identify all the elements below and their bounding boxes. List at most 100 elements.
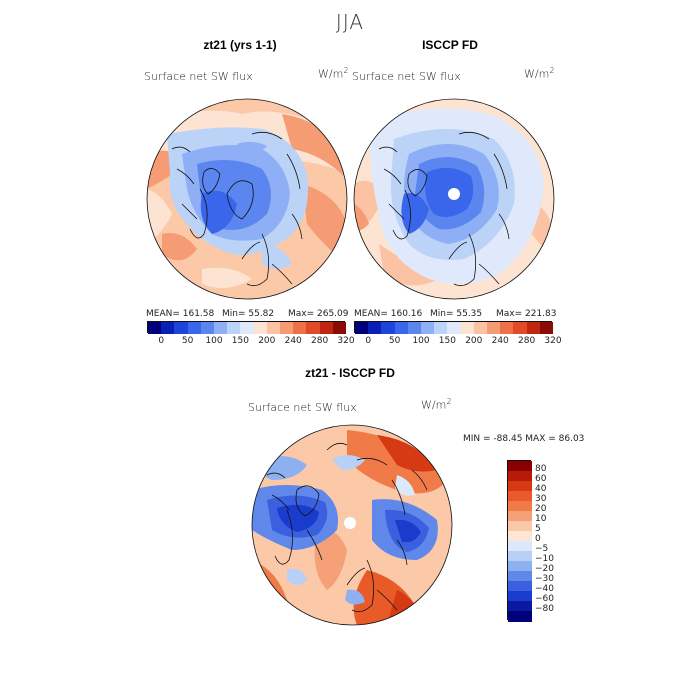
panel-2-map: [353, 98, 555, 300]
colorbar-swatch: [214, 322, 228, 334]
panel-1-map: [146, 98, 348, 300]
colorbar-swatch: [266, 322, 281, 334]
colorbar-swatch: [355, 322, 369, 334]
panel-2-variable: Surface net SW flux: [352, 70, 461, 83]
colorbar-tick-label: 320: [544, 336, 562, 346]
colorbar-swatch: [487, 322, 501, 334]
colorbar-tick-label: 10: [535, 514, 547, 524]
colorbar-swatch: [508, 471, 532, 482]
colorbar-swatch: [280, 322, 294, 334]
panel-1-mean: MEAN= 161.58: [146, 309, 215, 319]
colorbar-tick-label: 100: [412, 336, 430, 346]
colorbar-swatch: [174, 322, 189, 334]
panel-2-unit: W/m2: [524, 66, 555, 81]
colorbar-swatch: [508, 591, 532, 602]
colorbar-tick-label: 5: [535, 524, 541, 534]
panel-3-minmax: MIN = -88.45 MAX = 86.03: [463, 434, 585, 444]
panel-3-map: [251, 424, 453, 626]
colorbar-swatch: [539, 322, 554, 334]
colorbar-swatch: [526, 322, 541, 334]
colorbar-tick-label: 150: [231, 336, 249, 346]
colorbar-swatch: [508, 571, 532, 582]
colorbar-swatch: [508, 611, 532, 622]
colorbar-swatch: [513, 322, 528, 334]
colorbar-swatch: [508, 531, 532, 542]
colorbar-swatch: [240, 322, 255, 334]
colorbar-tick-label: 60: [535, 474, 547, 484]
colorbar-swatch: [508, 491, 532, 502]
colorbar-tick-label: 0: [158, 336, 165, 346]
figure-title: JJA: [335, 10, 365, 34]
colorbar-swatch: [473, 322, 488, 334]
panel-3-colorbar: [507, 460, 532, 622]
colorbar-tick-label: 200: [465, 336, 483, 346]
colorbar-tick-label: 50: [388, 336, 401, 346]
colorbar-swatch: [421, 322, 435, 334]
panel-1-unit: W/m2: [318, 66, 349, 81]
colorbar-swatch: [253, 322, 268, 334]
colorbar-swatch: [200, 322, 215, 334]
colorbar-swatch: [332, 322, 347, 334]
colorbar-tick-label: −80: [535, 604, 554, 614]
colorbar-swatch: [381, 322, 396, 334]
colorbar-swatch: [161, 322, 175, 334]
panel-2-mean: MEAN= 160.16: [354, 309, 423, 319]
colorbar-tick-label: 320: [337, 336, 355, 346]
panel-2-title: ISCCP FD: [422, 38, 478, 52]
colorbar-tick-label: 100: [205, 336, 223, 346]
colorbar-tick-label: 40: [535, 484, 547, 494]
colorbar-swatch: [500, 322, 514, 334]
panel-2-colorbar: [354, 321, 554, 334]
panel-1-colorbar: [147, 321, 347, 334]
colorbar-tick-label: 0: [365, 336, 372, 346]
colorbar-swatch: [293, 322, 307, 334]
colorbar-swatch: [434, 322, 448, 334]
colorbar-swatch: [407, 322, 422, 334]
colorbar-tick-label: 30: [535, 494, 547, 504]
colorbar-tick-label: 20: [535, 504, 547, 514]
panel-1-variable: Surface net SW flux: [144, 70, 253, 83]
colorbar-swatch: [460, 322, 475, 334]
colorbar-tick-label: 50: [181, 336, 194, 346]
colorbar-swatch: [227, 322, 241, 334]
colorbar-swatch: [508, 561, 532, 572]
colorbar-tick-label: −30: [535, 574, 554, 584]
colorbar-swatch: [508, 521, 532, 532]
colorbar-tick-label: 80: [535, 464, 547, 474]
colorbar-tick-label: −5: [535, 544, 549, 554]
panel-1-max: Max= 265.09: [288, 309, 349, 319]
panel-2-max: Max= 221.83: [496, 309, 557, 319]
colorbar-tick-label: −20: [535, 564, 554, 574]
colorbar-swatch: [148, 322, 162, 334]
panel-1-title: zt21 (yrs 1-1): [203, 38, 277, 52]
colorbar-tick-label: −60: [535, 594, 554, 604]
panel-3-unit: W/m2: [421, 397, 452, 412]
panel-3-variable: Surface net SW flux: [248, 401, 357, 414]
colorbar-tick-label: −10: [535, 554, 554, 564]
colorbar-swatch: [508, 501, 532, 512]
colorbar-swatch: [187, 322, 202, 334]
colorbar-swatch: [508, 511, 532, 522]
panel-2-min: Min= 55.35: [430, 309, 483, 319]
colorbar-swatch: [368, 322, 382, 334]
colorbar-tick-label: 0: [535, 534, 541, 544]
colorbar-swatch: [447, 322, 462, 334]
colorbar-swatch: [508, 461, 532, 472]
colorbar-tick-label: 280: [518, 336, 536, 346]
colorbar-swatch: [306, 322, 321, 334]
panel-1-min: Min= 55.82: [222, 309, 275, 319]
panel-3-title: zt21 - ISCCP FD: [305, 366, 395, 380]
colorbar-swatch: [508, 551, 532, 562]
colorbar-swatch: [319, 322, 334, 334]
colorbar-swatch: [394, 322, 409, 334]
colorbar-swatch: [508, 541, 532, 552]
colorbar-swatch: [508, 481, 532, 492]
colorbar-swatch: [508, 601, 532, 612]
colorbar-swatch: [508, 581, 532, 592]
colorbar-tick-label: 200: [258, 336, 276, 346]
colorbar-tick-label: 280: [311, 336, 329, 346]
colorbar-tick-label: −40: [535, 584, 554, 594]
colorbar-tick-label: 150: [438, 336, 456, 346]
colorbar-tick-label: 240: [491, 336, 509, 346]
colorbar-tick-label: 240: [284, 336, 302, 346]
